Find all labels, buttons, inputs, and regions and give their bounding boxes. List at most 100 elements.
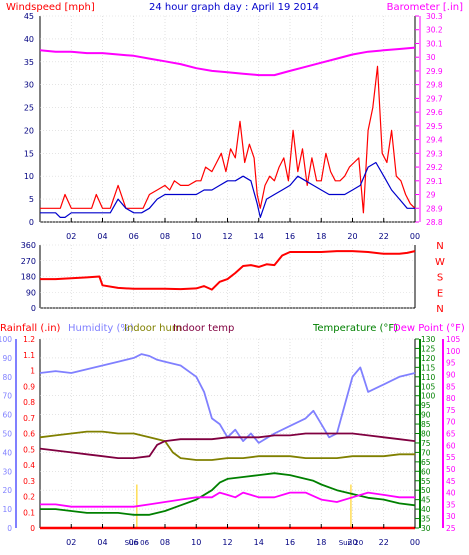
barometer-y-tick-label: 29.7 — [426, 94, 443, 103]
temperature-y-tick-label: 80 — [421, 430, 431, 439]
wind-x-tick-label: 10 — [191, 232, 201, 241]
dewpoint-y-tick-label: 105 — [446, 335, 461, 344]
barometer-y-tick-label: 29 — [426, 191, 436, 200]
humidity-y-tick-label: 20 — [2, 486, 12, 495]
climate-x-tick-label: 12 — [222, 538, 232, 547]
legend-entry: Rainfall (.in) — [0, 323, 61, 334]
wind-y-tick-label: 0 — [29, 218, 34, 227]
sun-annotation: Sun 20 — [339, 539, 363, 547]
dewpoint-y-tick-label: 95 — [446, 359, 456, 368]
rain-y-tick-label: 1.1 — [23, 351, 35, 360]
temperature-y-tick-label: 125 — [421, 344, 436, 353]
climate-x-tick-label: 00 — [410, 538, 420, 547]
direction-y-tick-label: 180 — [21, 273, 36, 282]
barometer-y-tick-label: 30.1 — [426, 39, 443, 48]
dew-point-f-series-line — [40, 491, 415, 508]
barometer-y-label: Barometer [.in] — [387, 2, 463, 13]
indoor-temp-series-line — [39, 432, 416, 460]
dewpoint-y-tick-label: 80 — [446, 394, 456, 403]
compass-label: N — [436, 304, 443, 315]
climate-x-tick-label: 22 — [379, 538, 389, 547]
dewpoint-y-tick-label: 50 — [446, 465, 456, 474]
barometer-y-tick-label: 28.9 — [426, 204, 443, 213]
wind-y-tick-label: 35 — [24, 58, 34, 67]
temperature-y-tick-label: 35 — [421, 515, 431, 524]
climate-x-tick-label: 14 — [254, 538, 264, 547]
rain-y-tick-label: 0.7 — [23, 414, 35, 423]
compass-label: W — [435, 257, 445, 268]
rain-y-tick-label: 1 — [30, 367, 35, 376]
rain-y-tick-label: 0 — [30, 524, 35, 533]
barometer-y-tick-label: 30 — [426, 53, 436, 62]
temperature-y-tick-label: 115 — [421, 363, 436, 372]
rain-y-tick-label: 0.4 — [23, 461, 35, 470]
wind-y-tick-label: 25 — [24, 104, 34, 113]
rain-y-tick-label: 0.9 — [23, 382, 35, 391]
wind-x-tick-label: 14 — [254, 232, 264, 241]
wind-y-tick-label: 40 — [24, 35, 34, 44]
wind-y-tick-label: 45 — [24, 12, 34, 21]
dewpoint-y-tick-label: 30 — [446, 512, 456, 521]
barometer-y-tick-label: 29.3 — [426, 149, 443, 158]
humidity-series-line — [39, 353, 416, 444]
temperature-y-tick-label: 110 — [421, 373, 436, 382]
wind-x-tick-label: 18 — [316, 232, 326, 241]
humidity-y-tick-label: 100 — [0, 335, 12, 344]
temperature-f-series-line — [40, 472, 416, 516]
humidity-y-tick-label: 50 — [2, 430, 12, 439]
barometer-y-tick-label: 29.6 — [426, 108, 443, 117]
temperature-y-tick-label: 120 — [421, 354, 436, 363]
temperature-y-tick-label: 95 — [421, 401, 431, 410]
rain-y-tick-label: 1.2 — [23, 335, 35, 344]
rain-y-tick-label: 0.3 — [23, 477, 35, 486]
dewpoint-y-tick-label: 35 — [446, 500, 456, 509]
humidity-y-tick-label: 70 — [2, 392, 12, 401]
wind-y-tick-label: 20 — [24, 126, 34, 135]
wind-x-tick-label: 12 — [222, 232, 232, 241]
climate-x-tick-label: 10 — [191, 538, 201, 547]
humidity-y-tick-label: 90 — [2, 354, 12, 363]
humidity-y-tick-label: 30 — [2, 467, 12, 476]
barometer-y-tick-label: 30.2 — [426, 26, 443, 35]
windspeed-avg-series-line — [40, 161, 415, 218]
temperature-y-tick-label: 70 — [421, 448, 431, 457]
humidity-y-tick-label: 0 — [7, 524, 12, 533]
temperature-y-tick-label: 50 — [421, 486, 431, 495]
rain-y-tick-label: 0.8 — [23, 398, 35, 407]
temperature-y-tick-label: 65 — [421, 458, 431, 467]
barometer-y-tick-label: 29.1 — [426, 177, 443, 186]
legend-entry: Humidity (%) — [68, 323, 134, 334]
barometer-y-tick-label: 29.9 — [426, 67, 443, 76]
humidity-y-tick-label: 10 — [2, 505, 12, 514]
rain-y-tick-label: 0.2 — [23, 493, 35, 502]
legend-entry: Indoor hum — [124, 323, 182, 334]
barometer-y-tick-label: 30.3 — [426, 12, 443, 21]
compass-label: S — [437, 273, 443, 284]
humidity-y-tick-label: 60 — [2, 411, 12, 420]
legend-entry: Dew Point (°F) — [393, 323, 465, 334]
rain-y-tick-label: 0.5 — [23, 445, 35, 454]
climate-x-tick-label: 02 — [66, 538, 76, 547]
windspeed-series-line — [40, 65, 416, 214]
direction-y-tick-label: 0 — [31, 304, 36, 313]
direction-y-tick-label: 360 — [21, 241, 36, 250]
temperature-y-tick-label: 45 — [421, 496, 431, 505]
indoor-hum-series-line — [39, 430, 415, 461]
rain-y-tick-label: 0.1 — [23, 508, 35, 517]
compass-label: E — [437, 288, 443, 299]
climate-x-tick-label: 06 — [129, 538, 139, 547]
dewpoint-y-tick-label: 70 — [446, 418, 456, 427]
wind-x-tick-label: 04 — [97, 232, 107, 241]
humidity-y-tick-label: 40 — [2, 448, 12, 457]
climate-x-tick-label: 08 — [160, 538, 170, 547]
barometer-y-tick-label: 29.8 — [426, 81, 443, 90]
climate-x-tick-label: 18 — [316, 538, 326, 547]
wind-y-tick-label: 15 — [24, 149, 34, 158]
temperature-y-tick-label: 90 — [421, 411, 431, 420]
temperature-y-tick-label: 130 — [421, 335, 436, 344]
barometer-series-line — [39, 46, 416, 77]
temperature-y-tick-label: 75 — [421, 439, 431, 448]
wind-y-tick-label: 30 — [24, 81, 34, 90]
